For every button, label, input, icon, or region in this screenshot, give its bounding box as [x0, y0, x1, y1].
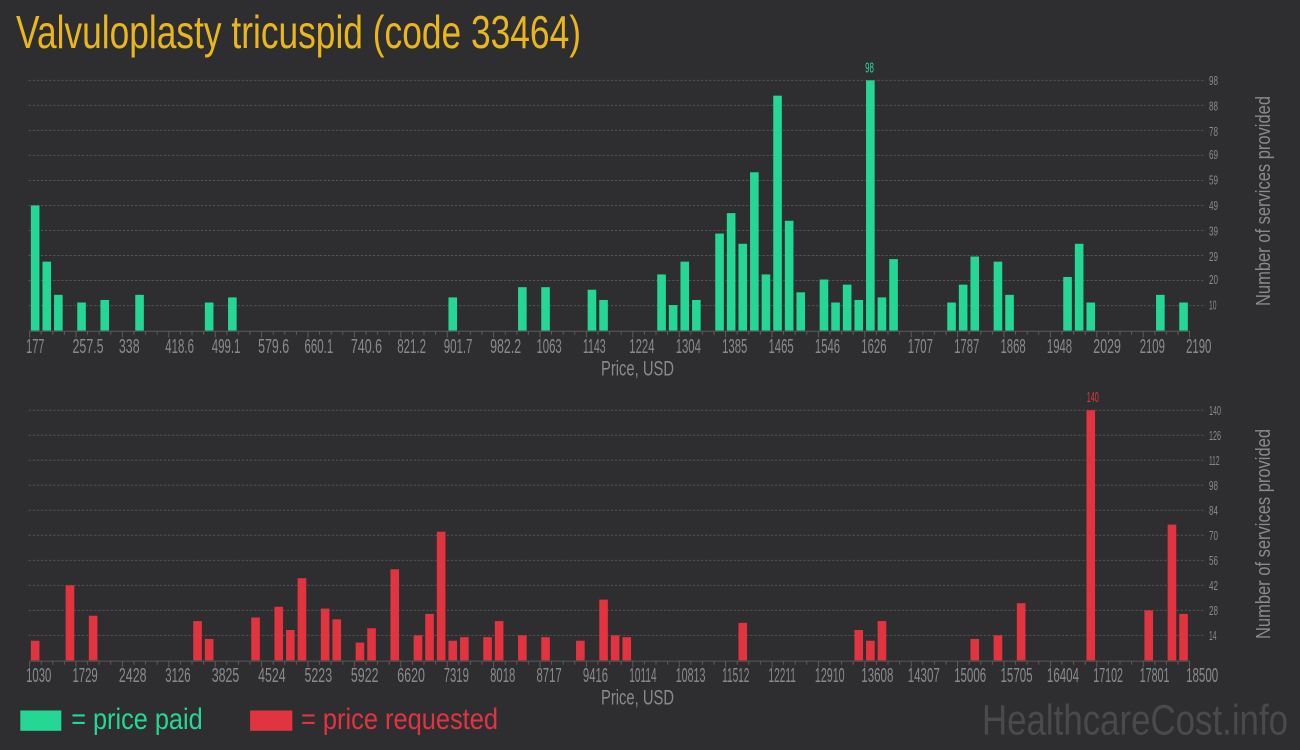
svg-text:126: 126	[1209, 428, 1221, 443]
svg-text:3825: 3825	[212, 664, 240, 687]
svg-text:84: 84	[1209, 503, 1218, 518]
svg-text:Valvuloplasty tricuspid (code: Valvuloplasty tricuspid (code 33464)	[16, 6, 581, 58]
svg-text:17102: 17102	[1093, 664, 1123, 687]
svg-text:499.1: 499.1	[212, 335, 241, 358]
svg-text:982.2: 982.2	[490, 335, 521, 358]
svg-text:1143: 1143	[583, 335, 606, 358]
svg-text:Number of services provided: Number of services provided	[1253, 96, 1275, 306]
svg-text:29: 29	[1209, 249, 1218, 264]
svg-text:98: 98	[1209, 478, 1218, 493]
svg-text:Number of services provided: Number of services provided	[1253, 429, 1275, 639]
svg-text:1707: 1707	[908, 335, 933, 358]
svg-text:1063: 1063	[537, 335, 562, 358]
svg-text:17801: 17801	[1140, 664, 1170, 687]
svg-text:660.1: 660.1	[305, 335, 334, 358]
svg-text:7319: 7319	[444, 664, 469, 687]
svg-text:14: 14	[1209, 628, 1217, 643]
svg-text:2190: 2190	[1186, 335, 1211, 358]
svg-text:1224: 1224	[629, 335, 654, 358]
svg-text:5223: 5223	[305, 664, 333, 687]
svg-text:740.6: 740.6	[351, 335, 382, 358]
svg-text:Price, USD: Price, USD	[601, 686, 674, 709]
svg-text:Price, USD: Price, USD	[601, 357, 674, 380]
svg-text:6620: 6620	[397, 664, 425, 687]
svg-text:1868: 1868	[1001, 335, 1026, 358]
svg-text:18500: 18500	[1186, 664, 1218, 687]
svg-text:59: 59	[1209, 173, 1218, 188]
svg-text:2428: 2428	[119, 664, 147, 687]
svg-text:13608: 13608	[861, 664, 893, 687]
svg-text:15705: 15705	[1001, 664, 1033, 687]
svg-text:98: 98	[1209, 73, 1218, 88]
svg-text:14307: 14307	[908, 664, 940, 687]
svg-text:42: 42	[1209, 578, 1218, 593]
svg-text:49: 49	[1209, 198, 1218, 213]
svg-text:2109: 2109	[1140, 335, 1165, 358]
svg-text:1626: 1626	[861, 335, 886, 358]
svg-text:901.7: 901.7	[444, 335, 473, 358]
svg-text:70: 70	[1209, 528, 1218, 543]
svg-text:98: 98	[865, 59, 874, 76]
svg-text:1465: 1465	[769, 335, 794, 358]
svg-text:5922: 5922	[351, 664, 379, 687]
svg-text:1385: 1385	[722, 335, 747, 358]
svg-text:56: 56	[1209, 553, 1218, 568]
svg-text:= price requested: = price requested	[301, 703, 498, 736]
svg-text:177: 177	[26, 335, 44, 358]
svg-text:10: 10	[1209, 298, 1217, 313]
svg-text:15006: 15006	[954, 664, 986, 687]
svg-text:1948: 1948	[1047, 335, 1072, 358]
svg-text:112: 112	[1209, 453, 1220, 468]
svg-text:257.5: 257.5	[73, 335, 104, 358]
svg-text:1729: 1729	[73, 664, 98, 687]
svg-text:78: 78	[1209, 124, 1218, 139]
svg-text:16404: 16404	[1047, 664, 1079, 687]
svg-text:140: 140	[1209, 403, 1221, 418]
svg-text:10114: 10114	[629, 664, 656, 687]
svg-text:39: 39	[1209, 224, 1218, 239]
svg-text:821.2: 821.2	[397, 335, 426, 358]
svg-text:= price paid: = price paid	[71, 703, 203, 736]
svg-text:9416: 9416	[583, 664, 608, 687]
svg-text:338: 338	[119, 335, 140, 358]
svg-text:69: 69	[1209, 147, 1218, 162]
svg-text:2029: 2029	[1093, 335, 1121, 358]
svg-text:8717: 8717	[537, 664, 562, 687]
svg-text:1546: 1546	[815, 335, 840, 358]
svg-text:20: 20	[1209, 272, 1218, 287]
svg-text:11512: 11512	[722, 664, 749, 687]
svg-text:418.6: 418.6	[165, 335, 194, 358]
svg-text:3126: 3126	[165, 664, 190, 687]
svg-text:579.6: 579.6	[258, 335, 289, 358]
svg-text:12910: 12910	[815, 664, 845, 687]
svg-text:1030: 1030	[26, 664, 51, 687]
svg-text:10813: 10813	[676, 664, 706, 687]
svg-text:1304: 1304	[676, 335, 701, 358]
svg-text:1787: 1787	[954, 335, 979, 358]
svg-text:12211: 12211	[769, 664, 796, 687]
svg-text:4524: 4524	[258, 664, 286, 687]
svg-text:28: 28	[1209, 603, 1218, 618]
svg-text:HealthcareCost.info: HealthcareCost.info	[982, 696, 1288, 744]
svg-text:8018: 8018	[490, 664, 515, 687]
svg-text:88: 88	[1209, 98, 1218, 113]
svg-text:140: 140	[1087, 389, 1099, 406]
